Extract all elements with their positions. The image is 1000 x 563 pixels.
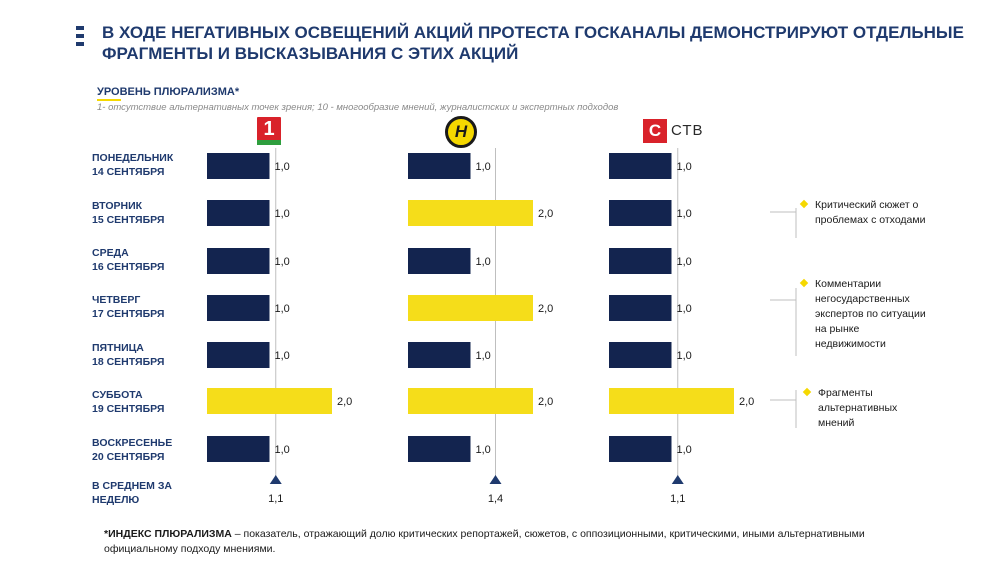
bar-ont-5 [408, 388, 533, 414]
bar-label-ch1-1: 1,0 [275, 208, 290, 220]
row-label-wed: СРЕДА 16 СЕНТЯБРЯ [92, 247, 165, 273]
bar-label-ch1-3: 1,0 [275, 303, 290, 315]
bar-label-ch1-2: 1,0 [275, 256, 290, 268]
bar-ctv-5 [609, 388, 734, 414]
ctv-logo-c: С [643, 119, 667, 143]
bar-label-ont-4: 1,0 [476, 350, 491, 362]
ctv-logo-text: СТВ [671, 122, 704, 139]
bar-ch1-2 [207, 248, 270, 274]
ont-logo-text: Н [454, 122, 468, 141]
bar-ont-4 [408, 342, 471, 368]
row-label-sat: СУББОТА 19 СЕНТЯБРЯ [92, 389, 165, 415]
average-value-ch1: 1,1 [268, 493, 283, 505]
bar-label-ctv-3: 1,0 [677, 303, 692, 315]
note-waste: Критический сюжет о проблемах с отходами [799, 198, 930, 228]
belarus-1-logo-text: 1 [263, 118, 275, 140]
row-label-fri: ПЯТНИЦА 18 СЕНТЯБРЯ [92, 342, 165, 368]
bar-label-ont-6: 1,0 [476, 444, 491, 456]
bar-label-ont-1: 2,0 [538, 208, 553, 220]
average-marker-ch1 [269, 475, 282, 484]
bar-label-ctv-1: 1,0 [677, 208, 692, 220]
average-marker-ont [489, 475, 502, 484]
bar-label-ont-0: 1,0 [476, 161, 491, 173]
bar-label-ctv-2: 1,0 [677, 256, 692, 268]
row-label-mon: ПОНЕДЕЛЬНИК 14 СЕНТЯБРЯ [92, 152, 174, 178]
legend-underline [97, 99, 121, 101]
row-label-sun: ВОСКРЕСЕНЬЕ 20 СЕНТЯБРЯ [92, 437, 173, 463]
legend-description: 1- отсутствие альтернативных точек зрени… [97, 102, 619, 113]
bar-label-ch1-5: 2,0 [337, 396, 352, 408]
bar-ch1-6 [207, 436, 270, 462]
average-label: В СРЕДНЕМ ЗА НЕДЕЛЮ [92, 480, 172, 506]
bar-label-ctv-4: 1,0 [677, 350, 692, 362]
bar-ctv-4 [609, 342, 672, 368]
bar-ont-0 [408, 153, 471, 179]
footer-term: *ИНДЕКС ПЛЮРАЛИЗМА [104, 528, 232, 540]
bar-ch1-3 [207, 295, 270, 321]
bar-ont-6 [408, 436, 471, 462]
bar-ctv-2 [609, 248, 672, 274]
bar-ont-2 [408, 248, 471, 274]
bar-ctv-1 [609, 200, 672, 226]
bar-ctv-0 [609, 153, 672, 179]
average-value-ont: 1,4 [488, 493, 503, 505]
bar-label-ont-5: 2,0 [538, 396, 553, 408]
bar-label-ctv-0: 1,0 [677, 161, 692, 173]
row-label-tue: ВТОРНИК 15 СЕНТЯБРЯ [92, 200, 165, 226]
bar-ch1-5 [207, 388, 332, 414]
bar-label-ont-2: 1,0 [476, 256, 491, 268]
belarus-1-logo: 1 [257, 117, 281, 145]
bar-ont-1 [408, 200, 533, 226]
average-value-ctv: 1,1 [670, 493, 685, 505]
belarus-1-logo-strip [257, 140, 281, 145]
bar-label-ctv-5: 2,0 [739, 396, 754, 408]
bar-label-ch1-6: 1,0 [275, 444, 290, 456]
bar-ch1-0 [207, 153, 270, 179]
note-alternative: Фрагменты альтернативных мнений [802, 386, 918, 431]
ont-logo: Н [445, 116, 477, 148]
bar-ch1-4 [207, 342, 270, 368]
bar-label-ont-3: 2,0 [538, 303, 553, 315]
bar-label-ch1-0: 1,0 [275, 161, 290, 173]
legend-title: УРОВЕНЬ ПЛЮРАЛИЗМА* [97, 86, 240, 98]
bar-label-ctv-6: 1,0 [677, 444, 692, 456]
bar-ch1-1 [207, 200, 270, 226]
bar-ont-3 [408, 295, 533, 321]
bar-label-ch1-4: 1,0 [275, 350, 290, 362]
footer-definition: *ИНДЕКС ПЛЮРАЛИЗМА – показатель, отражаю… [104, 527, 904, 557]
bar-ctv-6 [609, 436, 672, 462]
note-experts: Комментарии негосударственных экспертов … [799, 277, 930, 352]
page-title: В ХОДЕ НЕГАТИВНЫХ ОСВЕЩЕНИЙ АКЦИЙ ПРОТЕС… [102, 23, 964, 63]
average-marker-ctv [671, 475, 684, 484]
menu-icon [76, 26, 84, 50]
footer-text: – показатель, отражающий долю критически… [104, 528, 865, 555]
bar-ctv-3 [609, 295, 672, 321]
row-label-thu: ЧЕТВЕРГ 17 СЕНТЯБРЯ [92, 294, 165, 320]
